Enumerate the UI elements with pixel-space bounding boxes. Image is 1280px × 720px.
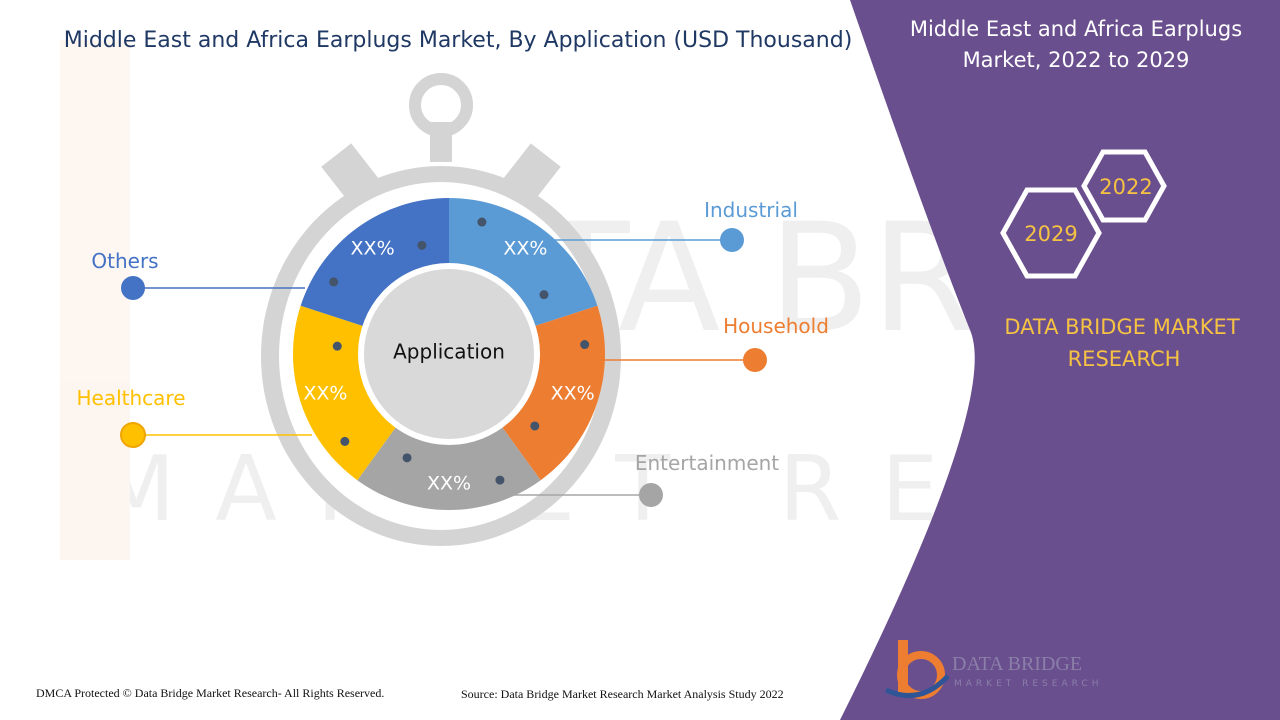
- hexagon-2022: [1081, 149, 1167, 223]
- year-start-label: 2022: [1099, 175, 1152, 199]
- value-label-healthcare: XX%: [303, 383, 347, 405]
- logo-mark-swoosh: [884, 674, 950, 699]
- side-panel-title-line1: Middle East and Africa Earplugs: [910, 17, 1242, 41]
- stopwatch-crown: [430, 122, 452, 162]
- segment-dot: [332, 341, 342, 351]
- company-logo: DATA BRIDGE MARKET RESEARCH: [884, 640, 1102, 699]
- application-donut: XX% XX% XX% XX% XX%: [293, 198, 605, 511]
- logo-name-line2: MARKET RESEARCH: [954, 679, 1102, 689]
- value-label-household: XX%: [551, 383, 595, 405]
- category-callouts: Industrial Household Entertainment Healthca…: [76, 198, 829, 507]
- category-label-entertainment: Entertainment: [635, 451, 779, 475]
- segment-dot: [530, 421, 540, 431]
- marker-healthcare: [120, 422, 146, 448]
- donut-center: [358, 263, 540, 445]
- value-label-industrial: XX%: [503, 237, 547, 259]
- segment-dot: [477, 217, 487, 227]
- hexagon-2029: [1000, 187, 1102, 279]
- year-hexagons: 2022 2029: [1000, 149, 1167, 279]
- category-label-household: Household: [723, 314, 829, 338]
- marker-others: [121, 276, 145, 300]
- segment-dot: [495, 475, 505, 485]
- logo-name-line1: DATA BRIDGE: [952, 653, 1082, 675]
- segment-entertainment: [357, 425, 541, 511]
- segment-industrial: [449, 198, 598, 327]
- side-panel-background: [840, 0, 1280, 720]
- marker-entertainment: [639, 483, 663, 507]
- brand-name-line1: DATA BRIDGE MARKET: [1004, 315, 1239, 339]
- segment-household: [500, 305, 605, 481]
- segment-dot: [329, 277, 339, 287]
- segment-dot: [340, 436, 350, 446]
- value-label-entertainment: XX%: [427, 473, 471, 495]
- brand-name-line2: RESEARCH: [1068, 347, 1181, 371]
- chart-title: Middle East and Africa Earplugs Market, …: [64, 28, 853, 53]
- year-end-label: 2029: [1024, 222, 1077, 246]
- footer-copyright: DMCA Protected © Data Bridge Market Rese…: [36, 686, 384, 700]
- donut-center-label: Application: [393, 340, 505, 364]
- category-label-others: Others: [91, 249, 158, 273]
- segment-dot: [580, 340, 590, 350]
- category-label-industrial: Industrial: [704, 198, 798, 222]
- value-label-others: XX%: [351, 237, 395, 259]
- footer-source: Source: Data Bridge Market Research Mark…: [461, 687, 784, 701]
- segment-others: [300, 198, 449, 327]
- marker-household: [743, 348, 767, 372]
- segment-dot: [402, 453, 412, 463]
- side-panel-title-line2: Market, 2022 to 2029: [963, 48, 1190, 72]
- segment-healthcare: [293, 305, 398, 481]
- marker-industrial: [720, 228, 744, 252]
- category-label-healthcare: Healthcare: [76, 386, 185, 410]
- segment-dot: [417, 240, 427, 250]
- segment-dot: [539, 290, 549, 300]
